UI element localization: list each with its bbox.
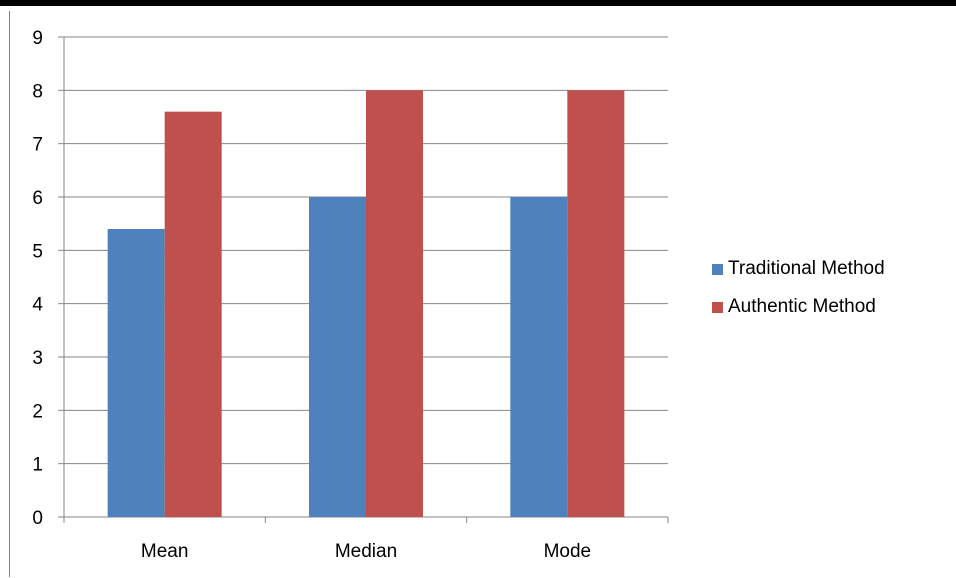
y-tick-label-8: 8: [32, 81, 43, 102]
bar-mode-series-1: [567, 90, 625, 517]
legend-label-0: Traditional Method: [728, 258, 885, 279]
y-tick-label-9: 9: [32, 28, 43, 49]
legend-item-0: Traditional Method: [712, 258, 885, 280]
chart-frame: [9, 11, 955, 577]
x-tick-label-1: Median: [335, 541, 397, 562]
legend: Traditional Method Authentic Method: [712, 258, 885, 334]
y-tick-label-0: 0: [32, 508, 43, 529]
bar-median-series-0: [309, 197, 366, 517]
legend-swatch-1: [712, 301, 723, 313]
top-border-rule: [0, 0, 956, 6]
bar-mean-series-0: [107, 229, 165, 517]
y-tick-label-5: 5: [32, 241, 43, 262]
legend-item-1: Authentic Method: [712, 296, 885, 318]
y-tick-label-1: 1: [32, 455, 43, 476]
x-tick-label-2: Mode: [544, 541, 592, 562]
y-tick-label-2: 2: [32, 401, 43, 422]
legend-swatch-0: [712, 263, 723, 275]
y-tick-label-3: 3: [32, 348, 43, 369]
legend-label-1: Authentic Method: [728, 296, 876, 317]
y-tick-label-6: 6: [32, 188, 43, 209]
bar-mean-series-1: [164, 111, 222, 518]
y-tick-label-4: 4: [32, 295, 43, 316]
bar-mode-series-0: [510, 197, 568, 517]
bar-median-series-1: [366, 90, 423, 517]
y-tick-label-7: 7: [32, 135, 43, 156]
x-tick-label-0: Mean: [141, 541, 189, 562]
